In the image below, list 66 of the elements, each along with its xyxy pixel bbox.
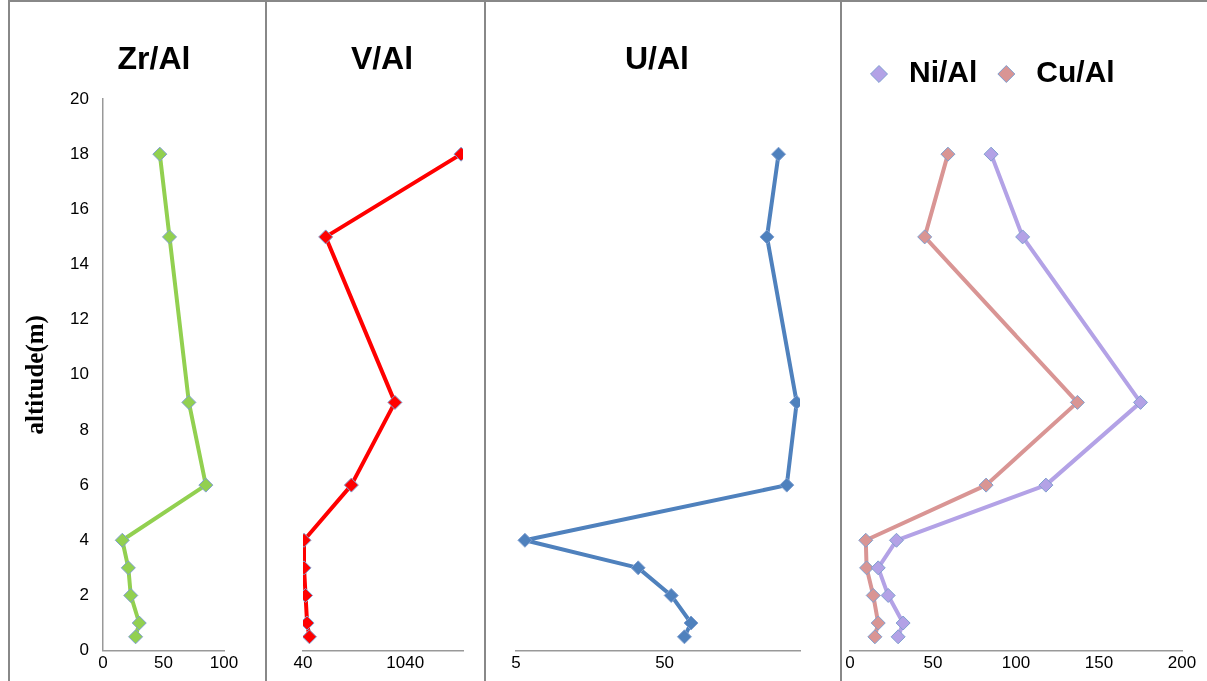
- point: [303, 629, 317, 645]
- point: [114, 532, 130, 548]
- chart-title: V/Al: [349, 40, 415, 77]
- legend-label: Ni/Al: [909, 55, 978, 89]
- y-tick-label: 16: [69, 199, 89, 219]
- point: [1133, 394, 1148, 410]
- point: [303, 615, 315, 631]
- point: [917, 229, 933, 245]
- point: [152, 146, 168, 162]
- chart-title: Zr/Al: [116, 40, 192, 77]
- x-tick-label: 1040: [386, 653, 425, 673]
- chart-title: U/Al: [624, 40, 690, 77]
- x-tick-label: 0: [845, 653, 855, 673]
- x-tick-label: 100: [209, 653, 239, 673]
- point: [895, 615, 911, 631]
- point: [181, 394, 197, 410]
- point: [663, 587, 679, 603]
- y-tick-label: 8: [79, 419, 89, 439]
- x-tick-label: 5: [511, 653, 521, 673]
- point: [890, 629, 906, 645]
- point: [162, 229, 178, 245]
- point: [771, 146, 787, 162]
- point: [978, 477, 994, 493]
- point: [983, 146, 999, 162]
- point: [128, 629, 144, 645]
- point: [859, 560, 875, 576]
- point: [865, 587, 881, 603]
- y-tick-label: 6: [79, 474, 89, 494]
- point: [123, 587, 139, 603]
- y-tick-label: 18: [69, 143, 89, 163]
- y-tick-label: 12: [69, 309, 89, 329]
- y-tick-label: 10: [69, 364, 89, 384]
- x-tick-label: 50: [655, 653, 675, 673]
- y-tick-label: 2: [79, 585, 89, 605]
- y-axis-title: altitude(m): [21, 315, 50, 435]
- y-tick-label: 0: [79, 640, 89, 660]
- x-tick-label: 150: [1084, 653, 1114, 673]
- point: [131, 615, 147, 631]
- point: [683, 615, 699, 631]
- x-tick-label: 50: [923, 653, 943, 673]
- x-tick-label: 0: [98, 653, 108, 673]
- x-tick-label: 50: [153, 653, 173, 673]
- point: [1038, 477, 1054, 493]
- y-tick-label: 20: [69, 88, 89, 108]
- point: [1015, 229, 1031, 245]
- point: [888, 532, 904, 548]
- point: [676, 629, 692, 645]
- point: [940, 146, 956, 162]
- point: [630, 560, 646, 576]
- point: [867, 629, 883, 645]
- point: [858, 532, 874, 548]
- point: [759, 229, 775, 245]
- point: [517, 532, 533, 548]
- point: [198, 477, 214, 493]
- point: [1069, 394, 1085, 410]
- point: [779, 477, 795, 493]
- point: [870, 560, 886, 576]
- point: [120, 560, 136, 576]
- x-tick-label: 200: [1167, 653, 1197, 673]
- x-tick-label: 100: [1001, 653, 1031, 673]
- point: [880, 587, 896, 603]
- x-tick-label: 40: [293, 653, 313, 673]
- y-tick-label: 4: [79, 529, 89, 549]
- point: [870, 615, 886, 631]
- legend-label: Cu/Al: [1036, 55, 1115, 89]
- y-tick-label: 14: [69, 254, 89, 274]
